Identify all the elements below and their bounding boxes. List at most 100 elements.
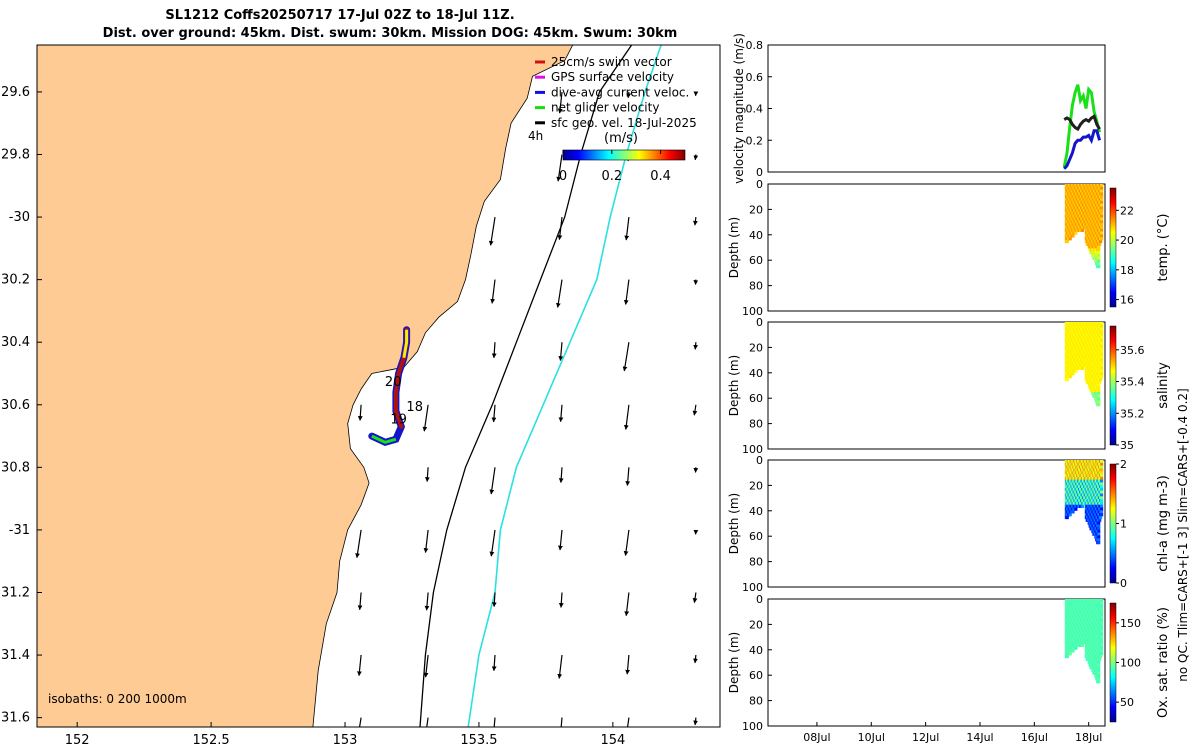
velocity-vector — [357, 654, 362, 677]
track-net-velocity — [371, 434, 397, 444]
velocity-vector — [491, 404, 497, 423]
velocity-vector — [558, 404, 564, 423]
velocity-vector — [692, 404, 698, 416]
velocity-vector — [557, 654, 563, 679]
profile-colorbar-tick-label: 100 — [1120, 657, 1141, 670]
map-colorbar: (m/s) 0 0.2 0.4 — [559, 131, 686, 184]
depth-tick-label: 100 — [742, 443, 763, 456]
depth-y-label: Depth (m) — [727, 493, 741, 554]
velocity-vector — [491, 654, 497, 672]
legend-entry: net glider velocity — [551, 101, 659, 115]
profile-colorbar-tick-label: 35.4 — [1120, 376, 1145, 389]
map-y-tick-label: 29.8 — [1, 147, 30, 162]
depth-tick-label: 60 — [749, 392, 763, 405]
depth-tick-label: 20 — [749, 479, 763, 492]
profile-panel-temp: 0 20 40 60 80 100 16 18 20 22 Depth (m) temp. (°C) — [727, 178, 1171, 318]
profile-colorbar — [1109, 187, 1117, 308]
profile-colorbar-tick-label: 16 — [1120, 294, 1134, 307]
velocity-vector — [357, 592, 363, 611]
velocity-vector — [558, 592, 564, 608]
depth-tick-label: 0 — [756, 593, 763, 606]
profile-colorbar-tick-label: 20 — [1120, 234, 1134, 247]
isobath-label: isobaths: 0 200 1000m — [48, 692, 187, 706]
velocity-vector — [488, 217, 496, 246]
map-y-tick-label: 31.2 — [1, 585, 30, 600]
map-y-ticks: 29.6 29.8 -30 30.2 30.4 30.6 30.8 -31 31.2 31.4 31… — [1, 85, 42, 726]
velocity-y-label: velocity magnitude (m/s) — [732, 33, 746, 184]
track-surface-segment — [402, 329, 409, 359]
depth-tick-label: 40 — [749, 505, 763, 518]
depth-tick-label: 20 — [749, 203, 763, 216]
date-tick-label: 18Jul — [1075, 731, 1102, 744]
velocity-vector — [623, 404, 630, 430]
profile-colorbar — [1109, 325, 1117, 446]
track-day-label: 19 — [390, 413, 407, 428]
velocity-y-tick-label: 0.8 — [746, 39, 764, 52]
map-x-ticks: 152 152.5 153 153.5 154 — [65, 722, 625, 748]
velocity-vector — [555, 279, 563, 308]
date-tick-label: 10Jul — [858, 731, 885, 744]
profile-panel-sal: 0 20 40 60 80 100 35 35.2 35.4 35.6 Depth (m) salin… — [727, 316, 1171, 456]
velocity-vector — [693, 217, 698, 226]
velocity-series-blue — [1063, 129, 1102, 170]
legend-entry: GPS surface velocity — [551, 70, 674, 84]
map-y-tick-label: 31.4 — [1, 648, 30, 663]
depth-y-label: Depth (m) — [727, 632, 741, 693]
profile-colorbar-tick-label: 35 — [1120, 439, 1134, 452]
profile-colorbar-tick-label: 22 — [1120, 204, 1134, 217]
velocity-series-black — [1063, 114, 1101, 132]
velocity-vector — [623, 529, 630, 556]
profile-data-oxy — [1064, 599, 1104, 684]
velocity-vector — [624, 217, 630, 241]
figure-title-line2: Dist. over ground: 45km. Dist. swum: 30k… — [102, 26, 678, 41]
depth-tick-label: 80 — [749, 695, 763, 708]
colorbar-tick-label: 0.4 — [650, 169, 671, 184]
map-x-tick-label: 154 — [600, 733, 625, 748]
map-x-tick-label: 153 — [333, 733, 358, 748]
velocity-vector — [625, 467, 631, 486]
figure-title-line1: SL1212 Coffs20250717 17-Jul 02Z to 18-Ju… — [165, 8, 515, 23]
velocity-vector — [423, 654, 429, 678]
velocity-vector — [624, 592, 630, 617]
profile-colorbar-tick-label: 18 — [1120, 264, 1134, 277]
profile-colorbar-label: Ox. sat. ratio (%) — [1156, 607, 1171, 718]
profile-colorbar — [1109, 602, 1117, 723]
velocity-vector — [623, 279, 630, 305]
profile-data-temp — [1064, 184, 1104, 269]
depth-tick-label: 40 — [749, 367, 763, 380]
velocity-vector — [558, 529, 563, 551]
qc-side-note: no QC. Tlim=CARS+[-1 3] Slim=CARS+[-0.4 … — [1176, 388, 1190, 681]
marker-4h: 4h — [528, 129, 543, 143]
velocity-vector — [558, 342, 564, 361]
velocity-vector — [692, 592, 698, 604]
velocity-y-tick-label: 0.4 — [746, 103, 764, 116]
velocity-series-green — [1062, 84, 1102, 168]
velocity-vector — [693, 717, 698, 726]
date-tick-label: 14Jul — [966, 731, 993, 744]
profile-colorbar-tick-label: 2 — [1120, 458, 1127, 471]
profile-colorbar-tick-label: 150 — [1120, 617, 1141, 630]
velocity-vector — [490, 279, 496, 304]
velocity-vector — [425, 467, 430, 482]
velocity-vector — [625, 654, 630, 675]
profile-panel-oxy: 0 20 40 60 80 100 50 100 150 Depth (m) Ox. sat. ra… — [727, 593, 1171, 733]
depth-tick-label: 20 — [749, 341, 763, 354]
velocity-vector — [622, 342, 630, 372]
surface-velocity-vectors — [355, 91, 699, 727]
velocity-vector — [426, 717, 429, 727]
velocity-vector — [558, 467, 564, 484]
depth-tick-label: 0 — [756, 178, 763, 191]
velocity-vector — [423, 529, 429, 553]
velocity-vector — [556, 154, 563, 182]
map-y-tick-label: -30 — [9, 210, 30, 225]
depth-tick-label: 100 — [742, 720, 763, 733]
velocity-vector — [491, 342, 497, 359]
map-x-tick-label: 152 — [65, 733, 90, 748]
depth-tick-label: 40 — [749, 644, 763, 657]
date-axis: 08Jul 10Jul 12Jul 14Jul 16Jul 18Jul — [803, 722, 1102, 744]
depth-tick-label: 80 — [749, 418, 763, 431]
depth-tick-label: 100 — [742, 305, 763, 318]
velocity-vector — [693, 154, 699, 161]
